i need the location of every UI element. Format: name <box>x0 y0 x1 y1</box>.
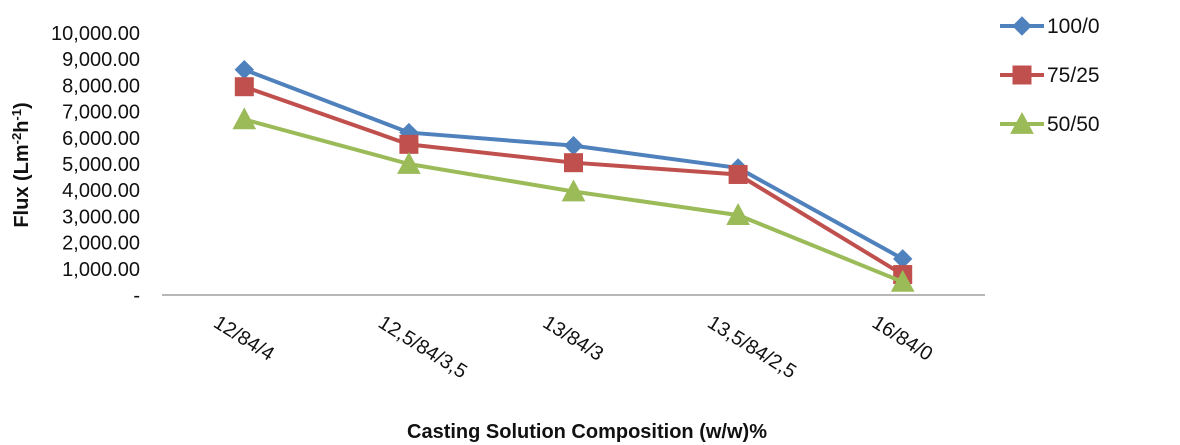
legend: 100/0 75/25 50/50 <box>1000 15 1100 136</box>
y-axis-ticks: - 1,000.00 2,000.00 3,000.00 4,000.00 5,000.0… <box>51 23 140 307</box>
data-point <box>232 107 257 130</box>
x-axis-title: Casting Solution Composition (w/w)% <box>407 421 767 443</box>
y-tick-label: 7,000.00 <box>62 102 140 124</box>
x-tick-label: 13,5/84/2,5 <box>703 312 800 384</box>
x-tick-label: 12,5/84/3,5 <box>374 312 471 384</box>
series-layer <box>232 59 915 292</box>
y-tick-label: 5,000.00 <box>62 154 140 176</box>
legend-label: 100/0 <box>1047 15 1100 38</box>
data-point <box>890 269 915 292</box>
y-tick-label: 1,000.00 <box>62 259 140 281</box>
legend-item: 50/50 <box>1000 111 1100 136</box>
y-tick-label: 2,000.00 <box>62 233 140 255</box>
legend-label: 50/50 <box>1047 113 1100 136</box>
data-point <box>234 59 255 80</box>
data-point <box>399 134 419 154</box>
legend-marker <box>1012 65 1032 85</box>
x-axis-ticks: 12/84/4 12,5/84/3,5 13/84/3 13,5/84/2,5 16/8… <box>210 312 937 384</box>
y-axis-title: Flux (Lm-2h-1) <box>9 102 34 227</box>
y-axis-title-sup2: -1 <box>9 109 24 121</box>
y-axis-title-mid: h <box>11 121 33 133</box>
y-axis-title-sup1: -2 <box>9 133 24 145</box>
x-tick-label: 12/84/4 <box>210 312 278 366</box>
series-3 <box>232 107 915 292</box>
legend-label: 75/25 <box>1047 64 1100 87</box>
y-tick-label: 9,000.00 <box>62 49 140 71</box>
legend-item: 75/25 <box>1000 64 1100 87</box>
y-tick-label: 6,000.00 <box>62 128 140 150</box>
data-point <box>397 151 421 174</box>
y-axis-title-end: ) <box>11 102 33 109</box>
y-tick-label: 3,000.00 <box>62 206 140 228</box>
x-tick-label: 16/84/0 <box>868 312 936 366</box>
legend-marker <box>1012 16 1032 36</box>
data-point <box>561 179 586 202</box>
y-tick-label: 10,000.00 <box>51 23 140 45</box>
series-2 <box>234 77 913 285</box>
y-axis-title-main: Flux (Lm <box>11 144 33 227</box>
legend-marker <box>1010 111 1034 134</box>
y-tick-label: - <box>133 285 140 307</box>
data-point <box>728 164 748 184</box>
data-point <box>564 153 583 173</box>
data-point <box>234 77 254 97</box>
x-tick-label: 13/84/3 <box>539 312 607 366</box>
data-point <box>563 135 584 156</box>
y-tick-label: 8,000.00 <box>62 75 140 97</box>
data-point <box>726 203 750 225</box>
y-tick-label: 4,000.00 <box>62 180 140 202</box>
legend-item: 100/0 <box>1000 15 1100 38</box>
